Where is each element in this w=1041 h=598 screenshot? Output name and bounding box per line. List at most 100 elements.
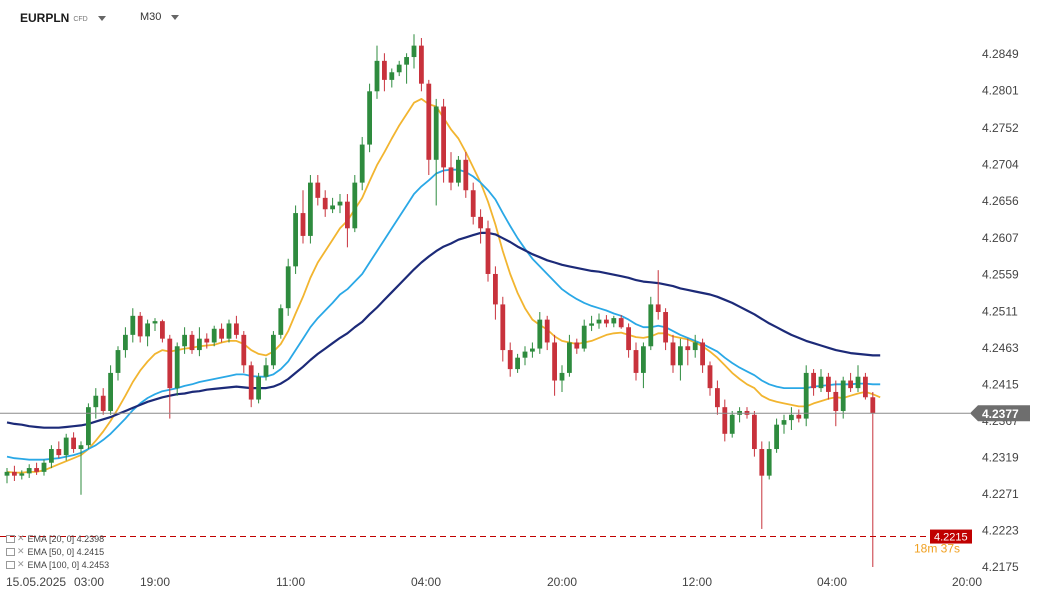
candle[interactable] [604,315,609,328]
candle[interactable] [130,308,136,343]
candle[interactable] [500,296,506,362]
candle[interactable] [426,79,432,176]
candle[interactable] [226,319,232,343]
candle[interactable] [811,369,816,396]
candle[interactable] [685,338,691,366]
candle[interactable] [641,342,646,389]
candle[interactable] [308,175,313,244]
candle[interactable] [818,369,824,392]
candle[interactable] [115,346,121,381]
candle[interactable] [160,319,165,343]
candle[interactable] [26,464,32,478]
candle[interactable] [86,403,91,450]
candle[interactable] [248,361,254,408]
legend-ema-50[interactable]: ✕ EMA [50, 0] 4.2415 [6,545,104,558]
candle[interactable] [219,323,224,343]
candle[interactable] [433,98,439,206]
candle[interactable] [833,380,839,427]
candle[interactable] [78,441,84,495]
candle[interactable] [404,53,409,84]
candle[interactable] [796,409,802,423]
candle[interactable] [234,315,239,339]
candle[interactable] [4,468,10,484]
candle[interactable] [152,318,158,332]
candle[interactable] [211,325,217,347]
candle[interactable] [840,376,846,419]
candle[interactable] [367,83,372,153]
candle[interactable] [707,361,713,396]
candle[interactable] [737,407,742,423]
settings-icon[interactable] [6,547,15,556]
candle[interactable] [411,34,417,69]
candle[interactable] [197,327,202,357]
settings-icon[interactable] [6,534,15,543]
candle[interactable] [263,357,269,381]
candle[interactable] [456,155,461,187]
settings-icon[interactable] [6,560,15,569]
candle[interactable] [485,220,491,282]
candle[interactable] [729,410,735,438]
candle[interactable] [470,182,476,225]
candle[interactable] [515,353,520,373]
candle[interactable] [271,331,276,370]
candle[interactable] [774,418,779,453]
candle[interactable] [670,334,676,373]
candle[interactable] [544,315,550,351]
order-badge[interactable]: 4.2215 [930,529,972,544]
candle[interactable] [759,441,765,529]
candle[interactable] [574,338,580,354]
candle[interactable] [789,407,794,430]
candle[interactable] [63,433,69,461]
candle[interactable] [204,333,210,349]
legend-ema-100[interactable]: ✕ EMA [100, 0] 4.2453 [6,558,109,571]
candle[interactable] [352,175,358,233]
candle[interactable] [137,312,143,343]
candle[interactable] [530,342,535,358]
candle[interactable] [41,459,47,476]
candle[interactable] [123,327,128,358]
candle[interactable] [382,53,387,92]
candle[interactable] [49,445,54,469]
close-icon[interactable]: ✕ [17,533,25,543]
candle[interactable] [870,391,876,567]
candle[interactable] [419,38,424,92]
candle[interactable] [389,68,395,88]
candle[interactable] [648,296,654,351]
candle[interactable] [12,465,17,481]
candle[interactable] [441,98,446,183]
candle[interactable] [100,388,106,415]
candle[interactable] [359,136,365,191]
close-icon[interactable]: ✕ [17,559,25,569]
candle[interactable] [300,190,306,244]
candle[interactable] [678,338,683,381]
candle[interactable] [463,152,469,198]
candle[interactable] [396,60,402,77]
candle[interactable] [93,388,99,419]
close-icon[interactable]: ✕ [17,546,25,556]
candle[interactable] [766,441,772,480]
candle[interactable] [507,342,513,377]
candle[interactable] [552,334,557,396]
timeframe-selector[interactable]: M30 [140,11,180,23]
legend-ema-20[interactable]: ✕ EMA [20, 0] 4.2398 [6,532,104,545]
candle[interactable] [56,441,62,459]
candle[interactable] [330,197,335,214]
candle[interactable] [581,319,587,352]
candle[interactable] [863,372,868,400]
candle[interactable] [174,342,180,396]
candle[interactable] [803,365,809,427]
candle[interactable] [589,315,594,332]
candle[interactable] [855,365,861,392]
symbol-selector[interactable]: EURPLN CFD [20,11,106,25]
candle[interactable] [611,315,617,328]
candle[interactable] [722,399,728,442]
candle[interactable] [752,410,757,457]
candle[interactable] [559,365,565,392]
candle[interactable] [567,334,572,377]
candle[interactable] [337,194,343,214]
candle[interactable] [71,432,76,453]
candle[interactable] [19,470,25,480]
candle[interactable] [478,209,483,244]
candle[interactable] [34,462,39,475]
